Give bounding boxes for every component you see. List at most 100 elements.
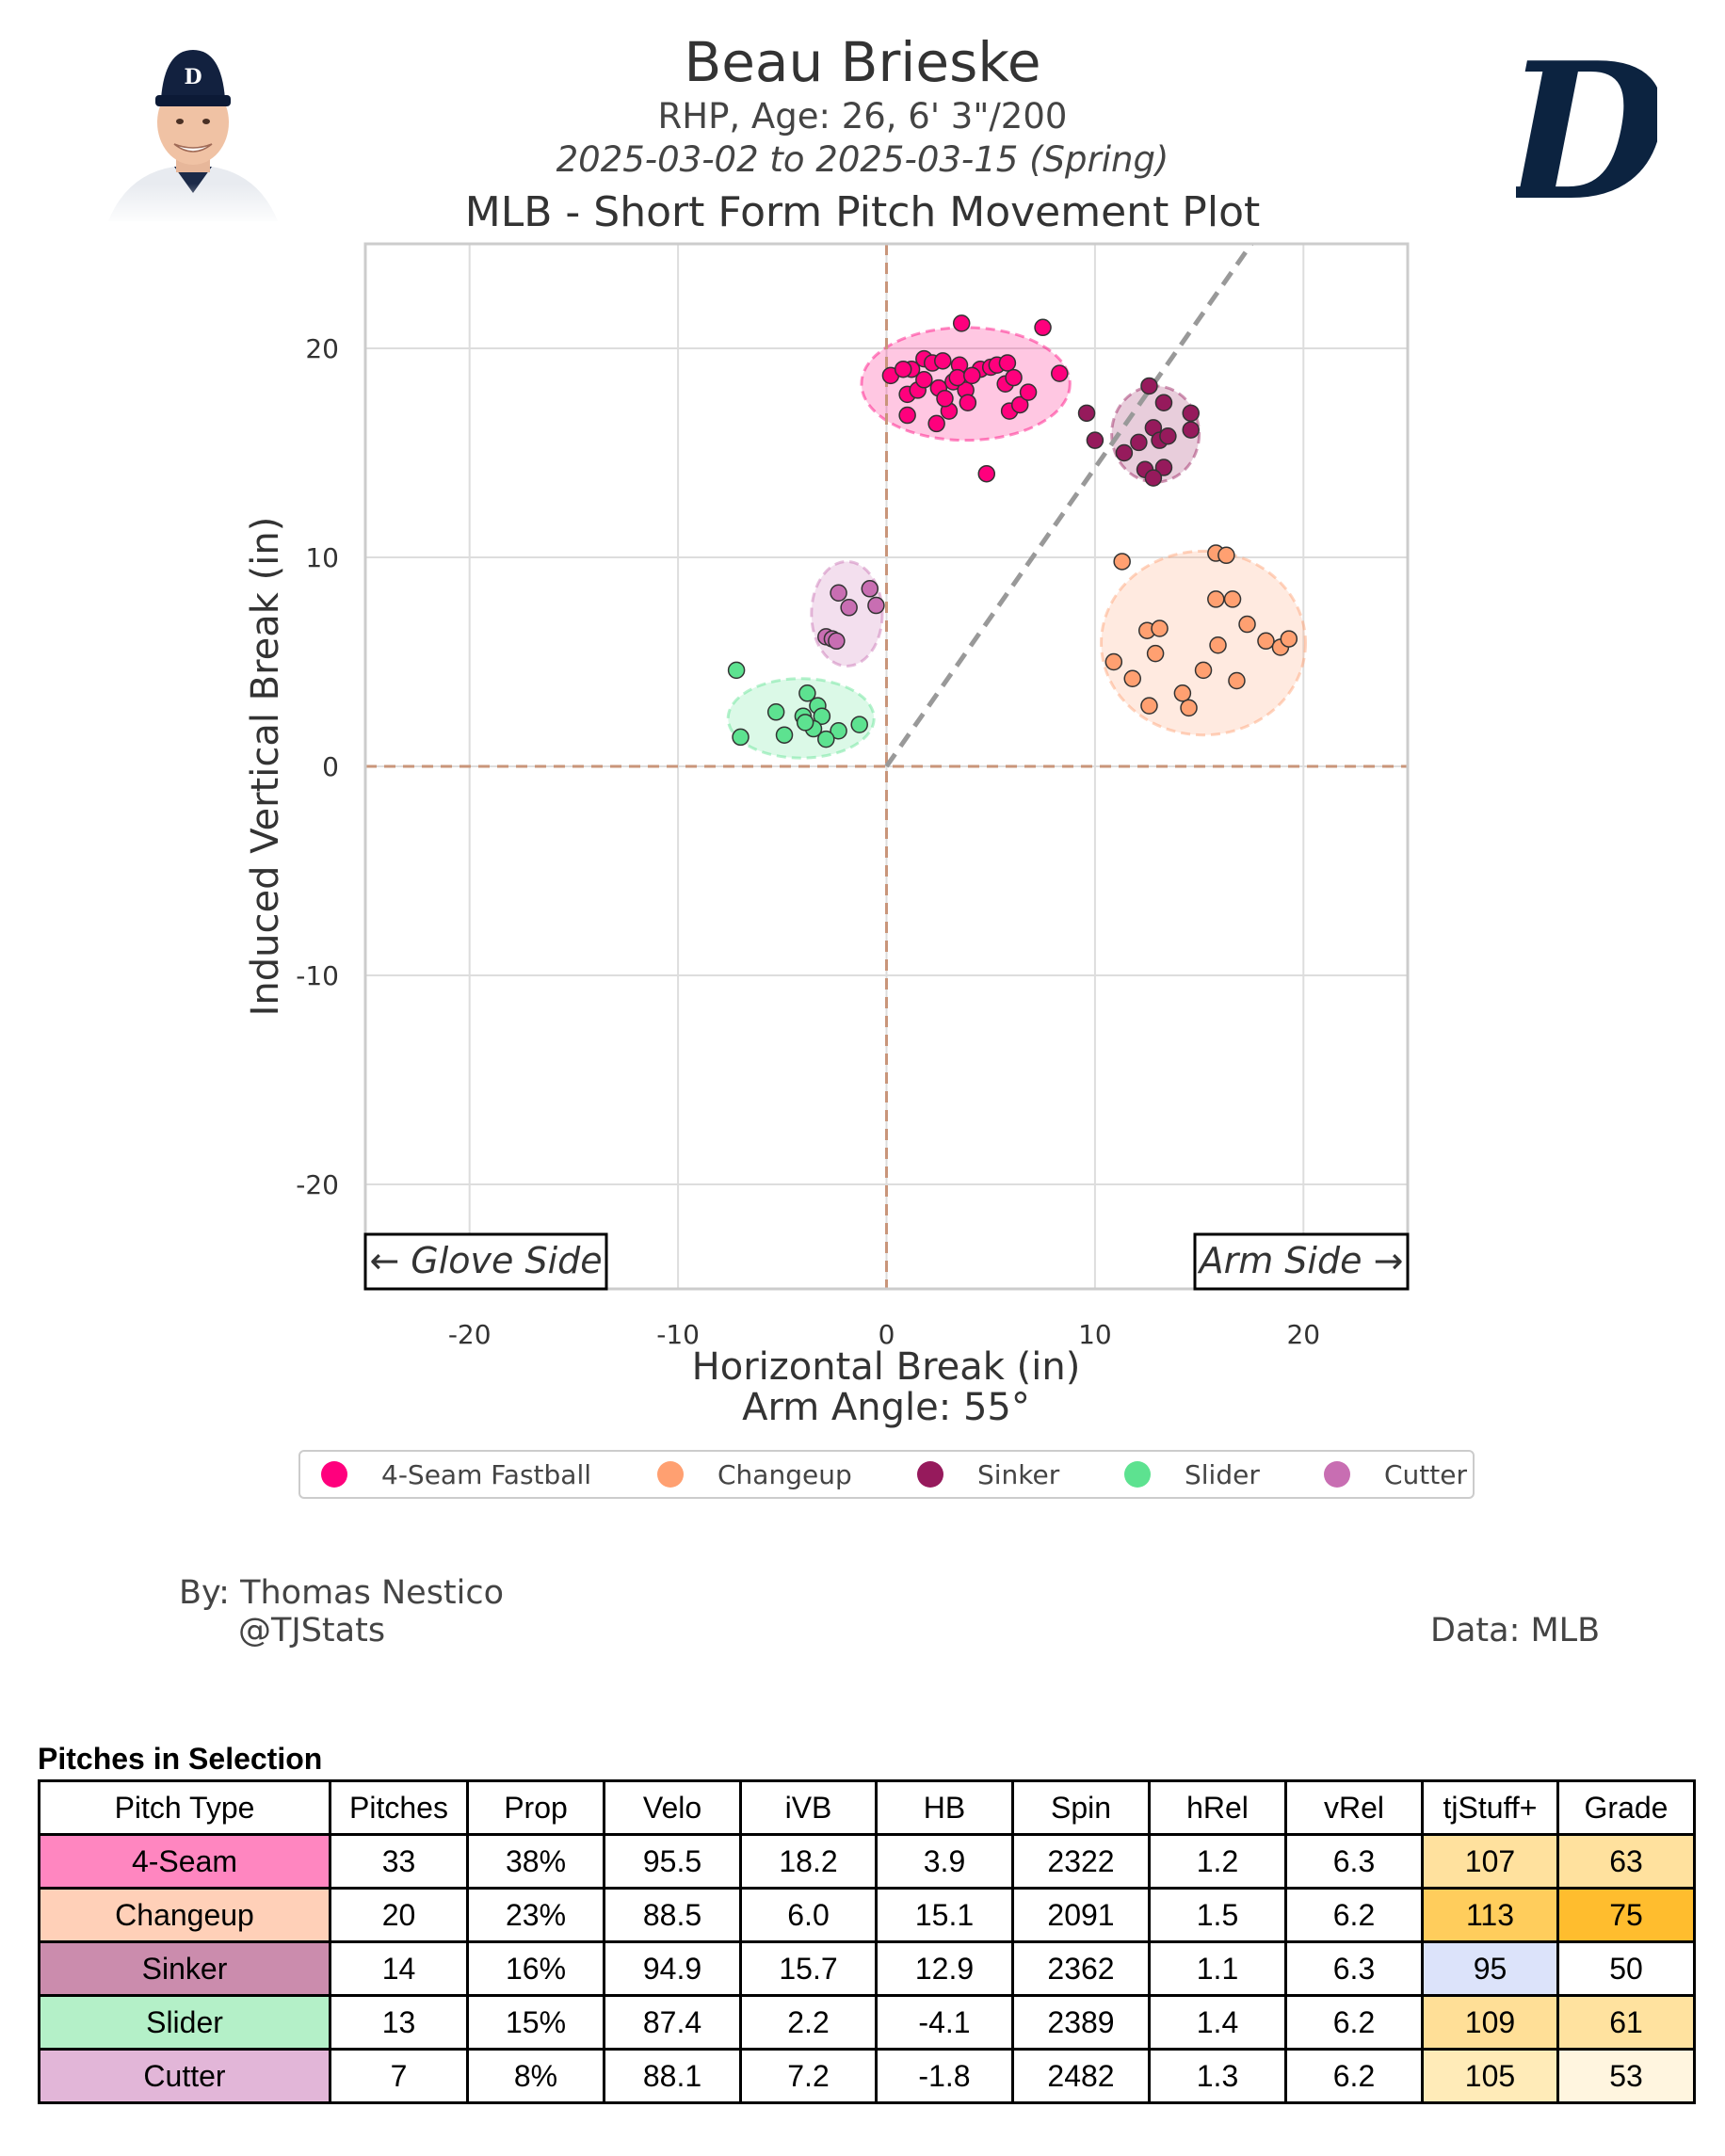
pitch-point — [861, 580, 879, 598]
pitch-type-cell: 4-Seam — [38, 1833, 331, 1890]
table-cell: 2389 — [1011, 1994, 1151, 2051]
y-tick-label: 20 — [305, 333, 339, 364]
pitch-point — [1194, 661, 1213, 680]
pitch-point — [927, 414, 945, 433]
x-tick-label: 20 — [1286, 1319, 1320, 1350]
table-cell: 113 — [1421, 1887, 1559, 1943]
arm-side-box — [1193, 1232, 1410, 1291]
table-cell: 18.2 — [739, 1833, 878, 1890]
col-ivb: iVB — [739, 1779, 878, 1836]
pitch-point — [1159, 426, 1177, 445]
col-vrel: vRel — [1284, 1779, 1424, 1836]
table-cell: 2091 — [1011, 1887, 1151, 1943]
col-hb: HB — [875, 1779, 1014, 1836]
pitch-point — [1123, 669, 1142, 688]
table-cell: 61 — [1556, 1994, 1696, 2051]
plot-frame — [363, 242, 1410, 1291]
legend-label: Changeup — [717, 1459, 852, 1490]
col-grade: Grade — [1556, 1779, 1696, 1836]
table-cell: 1.4 — [1148, 1994, 1287, 2051]
pitch-point — [1207, 590, 1225, 608]
table-cell: 14 — [329, 1940, 469, 1997]
pitch-point — [732, 728, 750, 747]
col-pitch-type: Pitch Type — [38, 1779, 331, 1836]
pitch-point — [1086, 431, 1104, 449]
pitch-point — [1104, 652, 1123, 671]
pitch-point — [796, 714, 814, 732]
pitch-point — [813, 707, 831, 725]
pitch-points — [727, 314, 1298, 748]
author-handle: @TJStats — [238, 1612, 386, 1649]
legend-label: Cutter — [1384, 1459, 1467, 1490]
pitch-point — [1209, 636, 1227, 654]
pitch-point — [1010, 395, 1029, 414]
y-axis-label: Induced Vertical Break (in) — [244, 517, 287, 1017]
legend: 4-Seam Fastball Changeup Sinker Slider Cutte… — [321, 1459, 1467, 1490]
pitch-point — [766, 703, 785, 721]
pitch-point — [1113, 553, 1131, 571]
pitch-point — [817, 730, 835, 748]
col-tjstuff: tjStuff+ — [1421, 1779, 1559, 1836]
legend-marker — [1324, 1461, 1350, 1488]
table-cell: 15% — [466, 1994, 605, 2051]
table-cell: 2482 — [1011, 2048, 1151, 2104]
pitch-point — [775, 726, 794, 744]
legend-label: Sinker — [977, 1459, 1060, 1490]
y-tick-label: -10 — [296, 960, 339, 991]
pitch-point — [952, 314, 971, 332]
cluster-ellipse — [1100, 549, 1308, 737]
table-cell: 109 — [1421, 1994, 1559, 2051]
pitch-point — [798, 684, 816, 702]
legend-label: 4-Seam Fastball — [381, 1459, 591, 1490]
table-cell: 13 — [329, 1994, 469, 2051]
table-cell: 1.5 — [1148, 1887, 1287, 1943]
x-tick-label: -10 — [656, 1319, 700, 1350]
table-cell: 8% — [466, 2048, 605, 2104]
table-cell: -4.1 — [875, 1994, 1014, 2051]
data-source: Data: MLB — [1430, 1612, 1601, 1649]
glove-side-label: ← Glove Side — [369, 1240, 602, 1281]
table-cell: 107 — [1421, 1833, 1559, 1890]
table-cell: 23% — [466, 1887, 605, 1943]
svg-text:D: D — [184, 65, 202, 89]
pitch-point — [1140, 697, 1158, 715]
table-cell: 33 — [329, 1833, 469, 1890]
player-headshot-image: D — [99, 50, 287, 221]
pitch-point — [959, 394, 977, 411]
pitch-point — [915, 371, 933, 389]
pitch-point — [1180, 699, 1198, 717]
table-cell: 95.5 — [603, 1833, 742, 1890]
table-cell: 6.3 — [1284, 1940, 1424, 1997]
table-cell: 95 — [1421, 1940, 1559, 1997]
pitch-point — [998, 354, 1017, 372]
table-cell: 87.4 — [603, 1994, 742, 2051]
pitch-point — [867, 596, 885, 615]
table-cell: 2322 — [1011, 1833, 1151, 1890]
table-cell: 15.1 — [875, 1887, 1014, 1943]
table-cell: 105 — [1421, 2048, 1559, 2104]
table-cell: 16% — [466, 1940, 605, 1997]
table-cell: 20 — [329, 1887, 469, 1943]
arm-side-label: Arm Side → — [1197, 1240, 1404, 1281]
arm-angle-line — [884, 242, 1254, 768]
pitch-point — [934, 352, 952, 370]
table-cell: 1.1 — [1148, 1940, 1287, 1997]
pitch-type-cell: Slider — [38, 1994, 331, 2051]
pitch-point — [1151, 619, 1169, 637]
pitch-point — [1154, 459, 1173, 476]
pitch-point — [830, 722, 847, 740]
pitch-point — [727, 661, 746, 680]
pitch-point — [1034, 318, 1052, 337]
table-cell: 7 — [329, 2048, 469, 2104]
pitch-point — [1257, 632, 1275, 651]
y-tick-label: 10 — [305, 542, 339, 573]
pitch-point — [1182, 404, 1200, 423]
table-cell: 6.2 — [1284, 1887, 1424, 1943]
table-cell: 63 — [1556, 1833, 1696, 1890]
pitch-point — [830, 584, 847, 602]
reference-lines — [365, 242, 1408, 1289]
pitch-point — [1019, 383, 1038, 401]
legend-frame — [298, 1450, 1475, 1499]
pitch-point — [1051, 364, 1069, 382]
pitch-point — [840, 599, 858, 617]
